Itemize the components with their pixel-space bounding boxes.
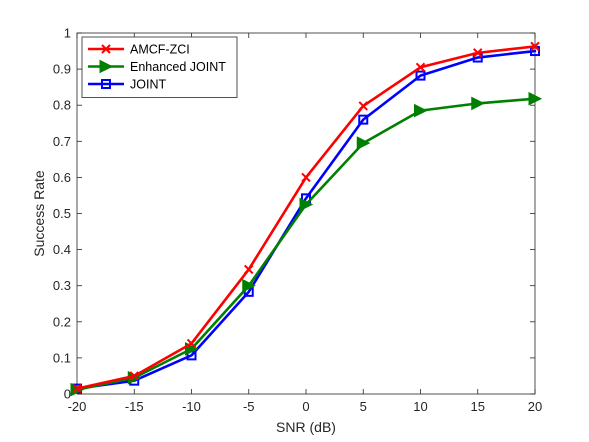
y-tick-label: 0.9 <box>53 62 71 77</box>
x-tick-label: -5 <box>243 399 255 414</box>
data-point-joint <box>415 70 426 81</box>
legend-swatch-marker <box>101 44 111 54</box>
x-tick-label: -15 <box>125 399 144 414</box>
x-tick-label: 20 <box>528 399 542 414</box>
x-tick-label: 0 <box>302 399 309 414</box>
data-point-enhanced-joint <box>471 96 485 111</box>
x-tick-label: 15 <box>471 399 485 414</box>
legend-swatch-marker <box>101 79 111 89</box>
data-point-amcf-zci <box>415 62 426 73</box>
legend-entry-amcf-zci: AMCF-ZCI <box>88 43 190 57</box>
y-tick-label: 0.6 <box>53 170 71 185</box>
legend-entry-enhanced-joint: Enhanced JOINT <box>88 59 226 74</box>
y-tick-label: 0.5 <box>53 206 71 221</box>
data-point-enhanced-joint <box>528 91 543 106</box>
data-point-joint <box>358 114 369 125</box>
legend-entry-joint: JOINT <box>88 78 166 92</box>
data-point-amcf-zci <box>186 338 197 349</box>
y-tick-label: 0.8 <box>53 98 71 113</box>
x-axis-label: SNR (dB) <box>276 419 336 435</box>
x-tick-label: 5 <box>360 399 367 414</box>
x-tick-label: -20 <box>68 399 87 414</box>
x-tick-label: -10 <box>182 399 201 414</box>
series-enhanced-joint <box>70 91 543 397</box>
plot-series <box>70 41 543 397</box>
y-tick-label: 0.1 <box>53 350 71 365</box>
series-amcf-zci <box>72 41 540 394</box>
data-point-amcf-zci <box>244 264 254 275</box>
legend-label: AMCF-ZCI <box>130 43 190 57</box>
axis-labels: SNR (dB) Success Rate <box>31 170 336 435</box>
data-point-amcf-zci <box>301 172 311 183</box>
legend-label: Enhanced JOINT <box>130 60 226 74</box>
series-line-joint <box>75 49 537 390</box>
legend-swatch-marker <box>99 59 114 74</box>
x-tick-label: 10 <box>413 399 427 414</box>
y-axis-label: Success Rate <box>31 170 47 257</box>
y-tick-label: 0.3 <box>53 278 71 293</box>
y-tick-label: 0.2 <box>53 314 71 329</box>
data-point-amcf-zci <box>72 383 82 394</box>
data-point-amcf-zci <box>473 48 483 58</box>
data-point-enhanced-joint <box>356 136 371 150</box>
legend: AMCF-ZCI Enhanced JOINT JOINT <box>81 36 238 98</box>
data-point-amcf-zci <box>358 101 368 111</box>
data-point-amcf-zci <box>129 371 139 381</box>
data-point-enhanced-joint <box>414 103 428 118</box>
legend-label: JOINT <box>130 78 166 92</box>
y-tick-label: 0 <box>64 387 71 402</box>
y-tick-label: 0.7 <box>53 134 71 149</box>
data-point-amcf-zci <box>530 41 540 52</box>
data-point-enhanced-joint <box>242 278 256 293</box>
y-tick-label: 0.4 <box>53 242 71 257</box>
y-tick-label: 1 <box>64 26 71 41</box>
data-point-enhanced-joint <box>299 197 314 212</box>
